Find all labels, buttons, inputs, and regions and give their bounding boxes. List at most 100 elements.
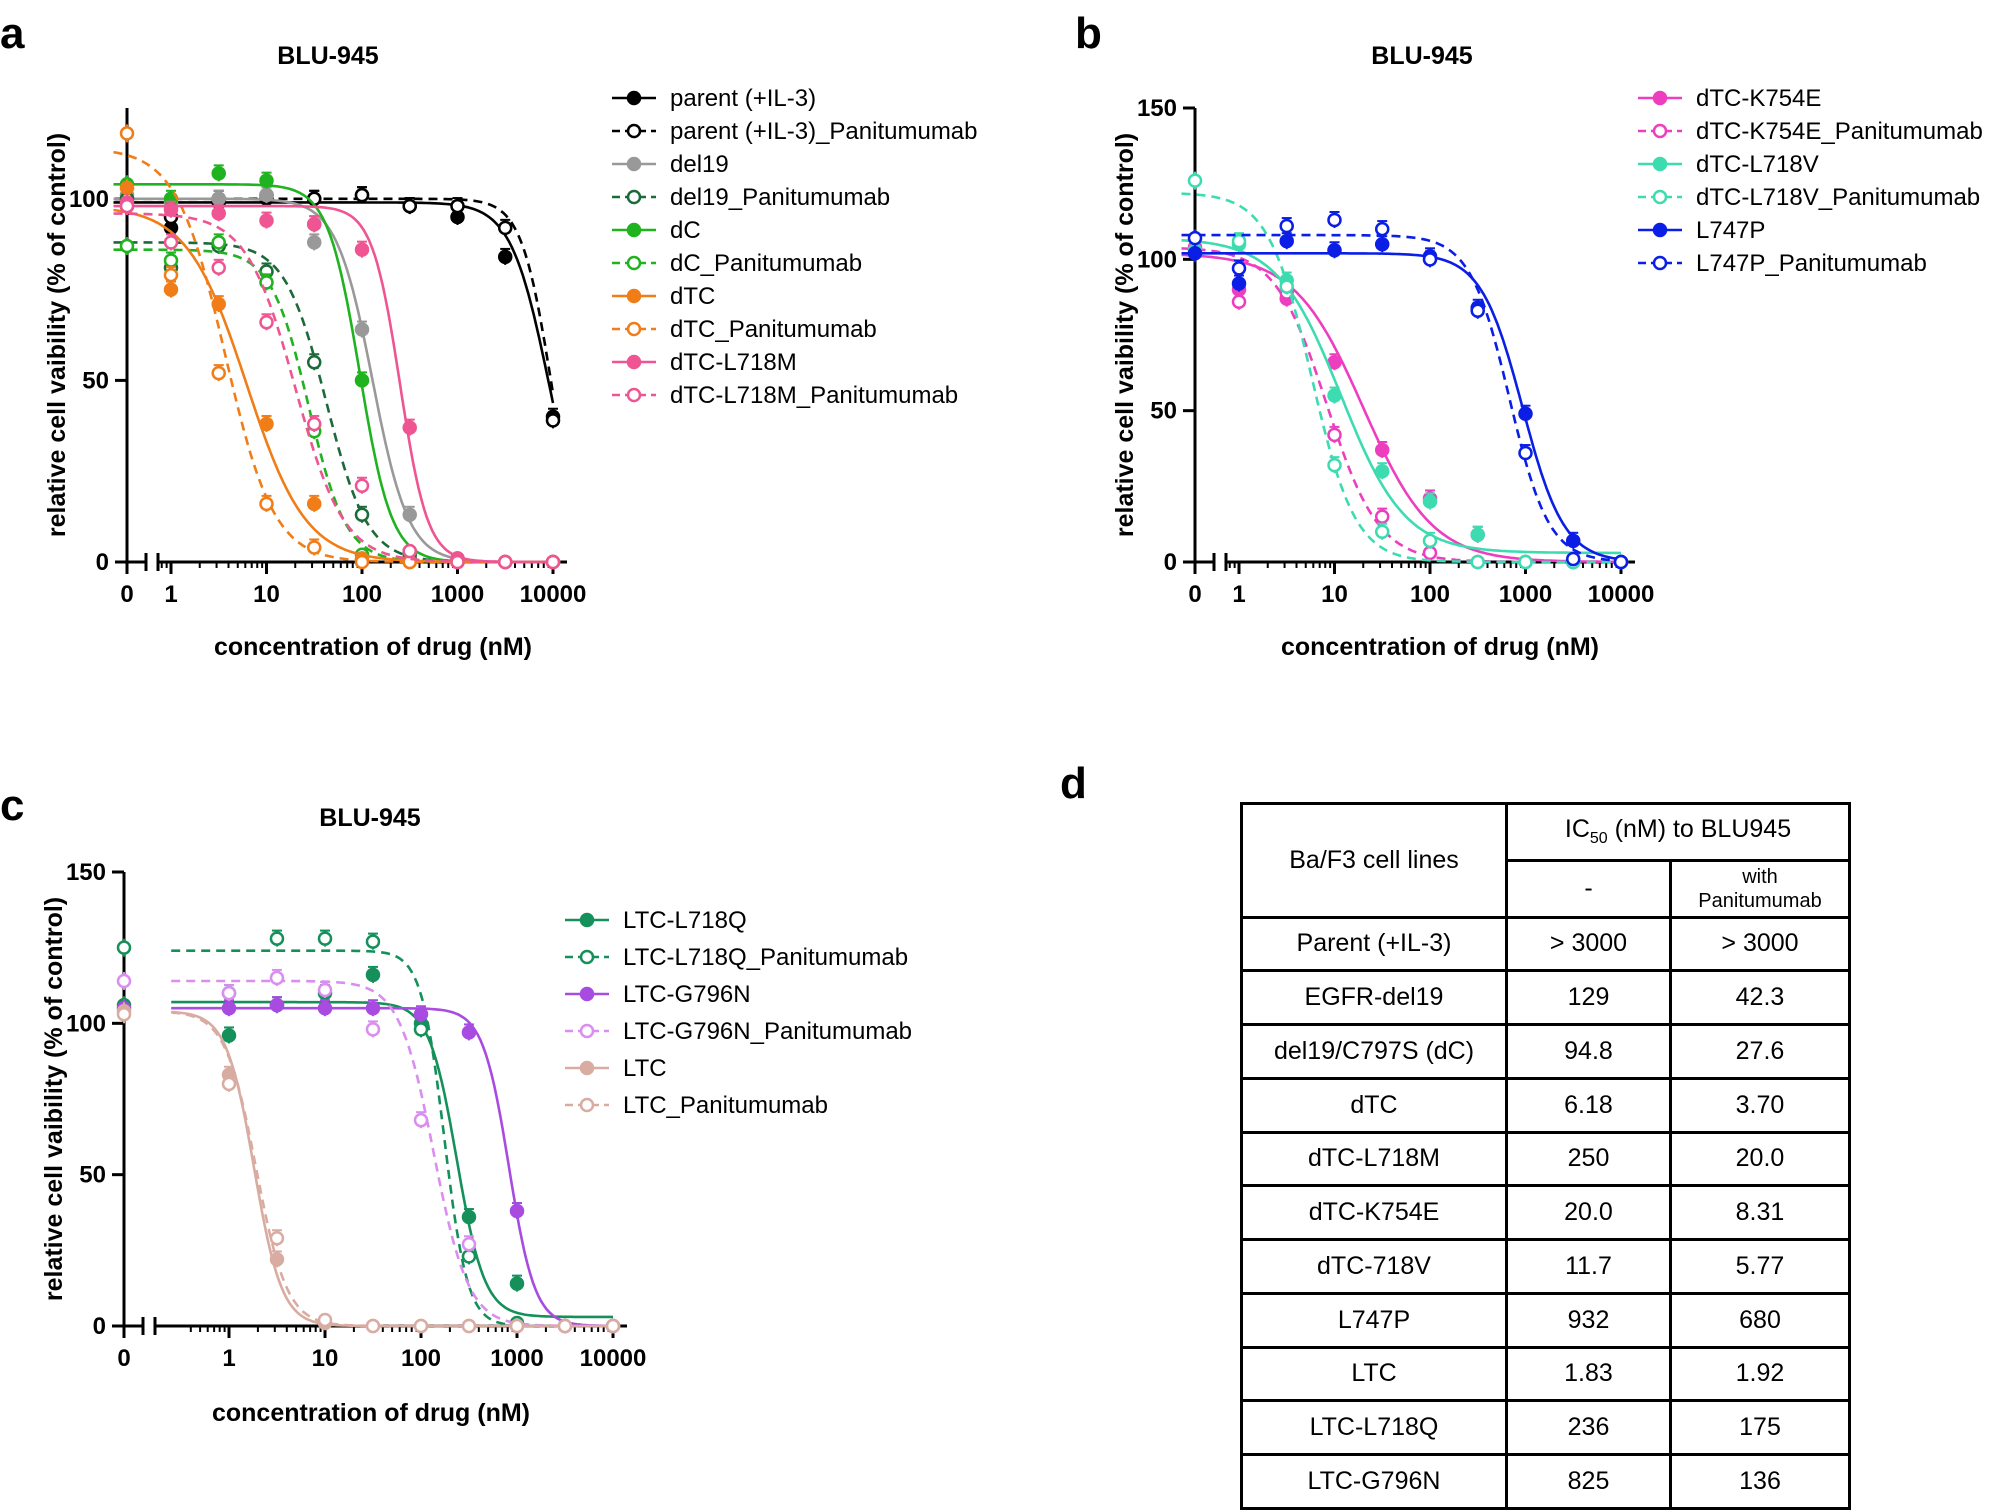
cell-line-name: dTC: [1240, 1076, 1508, 1134]
cell-line-name: dTC-718V: [1240, 1238, 1508, 1295]
data-point: [1327, 427, 1342, 443]
legend-marker: [1652, 123, 1668, 139]
fit-curve: [113, 212, 553, 564]
y-tick-label: 0: [93, 1313, 106, 1340]
data-point: [545, 413, 561, 428]
data-point: [317, 931, 333, 946]
ic50-value: 1.83: [1505, 1345, 1672, 1403]
data-point: [116, 1007, 132, 1022]
data-point: [211, 365, 226, 381]
fit-curve: [113, 204, 553, 564]
data-point: [306, 216, 322, 232]
data-point: [1327, 388, 1342, 403]
data-point: [557, 1318, 573, 1334]
data-point: [413, 1112, 429, 1128]
series-del19-panitumumab: del19_Panitumumab: [113, 184, 890, 570]
data-point: [1374, 442, 1390, 458]
fit-curve: [1181, 252, 1622, 561]
ic50-panitumumab-value: > 3000: [1669, 915, 1851, 973]
legend-label: dTC-L718M_Panitumumab: [670, 382, 958, 409]
chart-panel-b: b BLU-945 0 50 100 150 0 1 10 100 1000 10000 relativ…: [1075, 9, 1983, 661]
x-axis-title: concentration of drug (nM): [212, 1399, 530, 1427]
data-point: [461, 1237, 477, 1252]
legend-marker: [626, 288, 642, 304]
fit-curve: [113, 208, 553, 564]
data-point: [269, 1230, 285, 1246]
cell-line-name: LTC-G796N: [1240, 1453, 1508, 1510]
y-tick-label: 0: [1164, 549, 1177, 576]
x-tick-label: 10: [1321, 581, 1348, 608]
legend-marker: [626, 321, 642, 337]
legend-marker: [579, 986, 595, 1002]
legend-label: L747P_Panitumumab: [1696, 250, 1927, 277]
data-point: [354, 554, 370, 570]
data-point: [413, 1022, 429, 1037]
data-point: [259, 315, 274, 330]
x-tick-label: 0: [120, 581, 133, 608]
ic50-panitumumab-value: 680: [1669, 1291, 1851, 1349]
data-point: [116, 973, 132, 989]
data-point: [365, 1000, 381, 1016]
legend-marker: [579, 1097, 595, 1113]
y-tick-label: 100: [1137, 246, 1177, 273]
table-row: EGFR-del19 129 42.3: [1240, 969, 1851, 1027]
ic50-value: 129: [1505, 969, 1672, 1027]
data-point: [1374, 221, 1390, 237]
ic50-value: 250: [1505, 1130, 1672, 1188]
ic50-panitumumab-value: 27.6: [1669, 1023, 1851, 1080]
legend-label: del19_Panitumumab: [670, 184, 890, 211]
table-row: del19/C797S (dC) 94.8 27.6: [1240, 1023, 1851, 1080]
data-point: [259, 416, 274, 432]
data-point: [497, 554, 513, 570]
chart-title: BLU-945: [319, 804, 421, 832]
table-row: Parent (+IL-3) > 3000 > 3000: [1240, 915, 1851, 973]
data-point: [1422, 252, 1438, 267]
table-row: dTC-718V 11.7 5.77: [1240, 1238, 1851, 1295]
ic50-value: 825: [1505, 1453, 1672, 1510]
data-point: [365, 1022, 381, 1037]
legend-marker: [626, 123, 642, 139]
legend-marker: [626, 255, 642, 271]
fit-curve: [1181, 253, 1621, 564]
y-tick-label: 150: [1137, 95, 1177, 122]
x-axis-title: concentration of drug (nM): [1281, 633, 1599, 661]
data-point: [1327, 212, 1342, 228]
data-point: [317, 1000, 333, 1016]
panel-letter: a: [0, 9, 25, 58]
ic50-value: 94.8: [1505, 1023, 1672, 1080]
data-point: [461, 1318, 477, 1334]
legend-label: LTC_Panitumumab: [623, 1092, 828, 1119]
table-row: LTC 1.83 1.92: [1240, 1345, 1851, 1403]
y-tick-label: 50: [79, 1162, 106, 1189]
fit-curve: [113, 197, 555, 394]
data-point: [211, 206, 226, 221]
data-point: [317, 1312, 333, 1328]
data-point: [211, 166, 226, 181]
data-point: [119, 198, 135, 214]
x-axis-title: concentration of drug (nM): [214, 633, 532, 661]
legend-marker: [579, 949, 595, 965]
data-point: [221, 1000, 237, 1016]
cell-line-name: L747P: [1240, 1291, 1508, 1349]
data-point: [211, 235, 226, 250]
legend-label: dTC_Panitumumab: [670, 316, 877, 343]
data-point: [1279, 279, 1294, 294]
data-point: [402, 420, 417, 435]
data-point: [1231, 294, 1247, 309]
data-point: [119, 180, 135, 196]
y-axis-title: relative cell vaibility (% of control): [43, 133, 71, 537]
data-point: [1422, 494, 1438, 509]
fit-curve: [1181, 233, 1622, 563]
x-tick-label: 10000: [1588, 581, 1655, 608]
legend-marker: [626, 387, 642, 403]
legend-label: LTC: [623, 1055, 667, 1082]
data-point: [306, 496, 322, 512]
data-point: [497, 249, 513, 265]
fit-curve: [1181, 239, 1621, 555]
legend-label: dTC-K754E_Panitumumab: [1696, 118, 1983, 145]
data-point: [1470, 554, 1485, 570]
x-tick-label: 1: [1232, 581, 1245, 608]
series-ltc-panitumumab: LTC_Panitumumab: [116, 1005, 828, 1334]
